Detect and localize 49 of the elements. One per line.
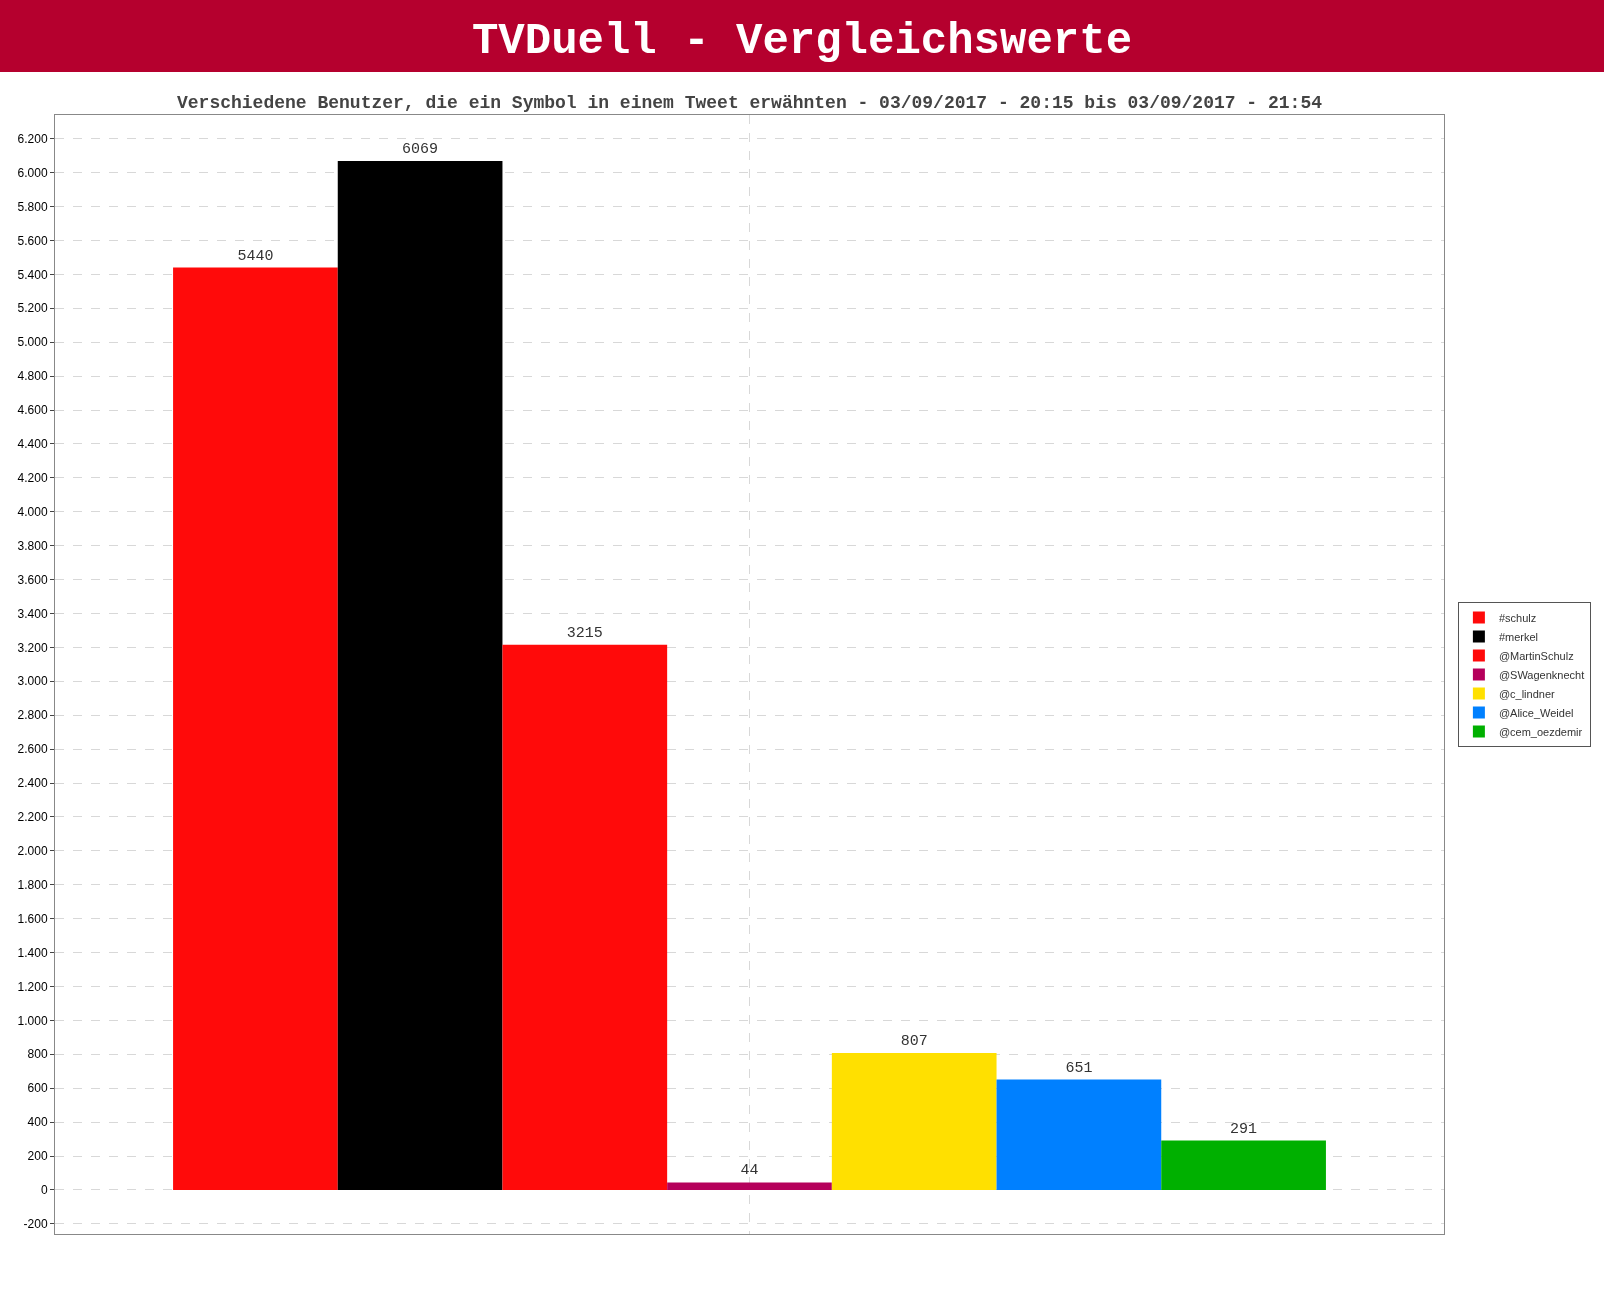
y-tick-label: 3.600 xyxy=(17,572,48,587)
chart-subtitle: Verschiedene Benutzer, die ein Symbol in einem Tweet erwähnten - 03/09/2017 - 20:15 bis 03/09/2017 - 21:54 xyxy=(177,93,1323,113)
y-tick-label: 1.000 xyxy=(17,1013,48,1028)
y-tick-label: 1.600 xyxy=(17,911,48,926)
legend-label: #merkel xyxy=(1498,630,1539,643)
legend-label: #schulz xyxy=(1498,611,1537,624)
y-tick-label: 4.200 xyxy=(17,471,48,486)
y-tick-label: 2.800 xyxy=(17,708,48,723)
y-tick-label: 1.800 xyxy=(17,877,48,892)
y-tick-label: 4.000 xyxy=(17,504,48,519)
data-label: 291 xyxy=(1230,1120,1258,1138)
data-label: 807 xyxy=(900,1033,928,1051)
y-tick-label: 2.000 xyxy=(17,844,48,859)
data-label: 651 xyxy=(1065,1059,1093,1077)
y-tick-label: 200 xyxy=(27,1149,48,1164)
y-tick-label: 5.800 xyxy=(17,199,48,214)
y-tick-label: 5.000 xyxy=(17,335,48,350)
y-tick-label: 3.200 xyxy=(17,640,48,655)
chart-title: TVDuell - Vergleichswerte xyxy=(471,16,1133,67)
y-tick-label: 0 xyxy=(40,1183,48,1198)
y-tick-label: 600 xyxy=(27,1081,48,1096)
y-tick-label: 5.600 xyxy=(17,233,48,248)
data-label: 44 xyxy=(740,1162,759,1180)
y-tick-label: 400 xyxy=(27,1115,48,1130)
legend-label: @SWagenknecht xyxy=(1498,668,1585,681)
legend-label: @cem_oezdemir xyxy=(1498,725,1583,738)
y-tick-label: 1.400 xyxy=(17,945,48,960)
y-tick-label: 5.200 xyxy=(17,301,48,316)
y-tick-label: 4.800 xyxy=(17,369,48,384)
data-label: 3215 xyxy=(566,624,603,642)
y-tick-label: 2.600 xyxy=(17,742,48,757)
y-tick-label: 800 xyxy=(27,1047,48,1062)
y-tick-label: 5.400 xyxy=(17,267,48,282)
legend-label: @Alice_Weidel xyxy=(1498,706,1574,719)
y-tick-label: 4.600 xyxy=(17,403,48,418)
y-tick-label: 2.400 xyxy=(17,776,48,791)
y-tick-label: 3.400 xyxy=(17,606,48,621)
legend-label: @MartinSchulz xyxy=(1498,649,1574,662)
legend-label: @c_lindner xyxy=(1498,687,1556,700)
y-tick-label: 3.800 xyxy=(17,538,48,553)
y-tick-label: 1.200 xyxy=(17,979,48,994)
y-tick-label: 3.000 xyxy=(17,674,48,689)
y-tick-label: 6.000 xyxy=(17,165,48,180)
y-tick-label: 6.200 xyxy=(17,131,48,146)
data-label: 6069 xyxy=(402,140,439,158)
y-tick-label: 4.400 xyxy=(17,437,48,452)
y-tick-label: 2.200 xyxy=(17,810,48,825)
data-label: 5440 xyxy=(237,247,274,265)
y-tick-label: -200 xyxy=(23,1217,48,1232)
